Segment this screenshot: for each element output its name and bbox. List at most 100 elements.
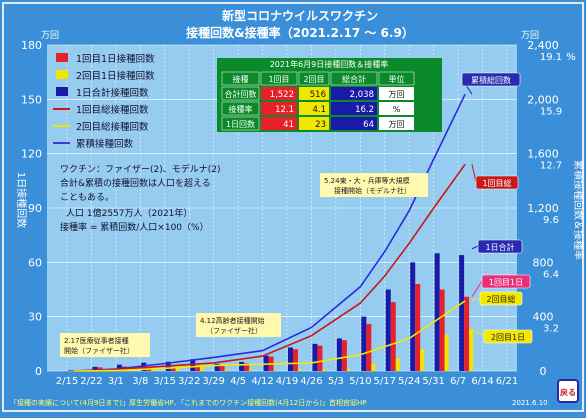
table-header-cell — [298, 71, 330, 86]
pct-tick-label: 9.6 — [543, 215, 559, 226]
bar-second-daily — [346, 369, 351, 371]
x-tick-label: 2/15 — [56, 376, 78, 387]
x-tick-label: 4/26 — [300, 376, 322, 387]
legend: 1回目1日接種回数 2回目1日接種回数 1日合計接種回数 1回目総接種回数 2回目総接種… — [53, 53, 155, 150]
table-row-label-cell — [221, 101, 260, 116]
bar-first-daily — [244, 363, 250, 371]
bar-second-daily — [322, 369, 327, 371]
legend-label: 2回目1日接種回数 — [76, 70, 155, 82]
bar-daily-total — [361, 316, 367, 371]
bar-first-daily — [170, 367, 176, 371]
table-header-label: 接種 — [233, 74, 249, 84]
bar-daily-total — [336, 338, 342, 371]
bar-daily-total — [92, 366, 98, 371]
line-end-labels: 累積総回数 1回目総 1日合計 1回目1日 2回目総 2回目1日 — [461, 72, 533, 344]
right-tick-label: 1,200 — [527, 202, 559, 215]
table-title: 2021年6月9日接種回数＆接種率 — [270, 59, 389, 69]
source-footer: 「接種の実績について(4月9日まで)」厚生労働省HP、「これまでのワクチン接種回… — [10, 398, 366, 407]
line-first-total — [73, 163, 466, 372]
table-unit: 万回 — [389, 120, 405, 129]
table-row-label: 接種率 — [229, 104, 253, 114]
table-value-cell — [331, 87, 377, 100]
bar-daily-total — [459, 255, 465, 371]
table-value-cell — [299, 117, 329, 130]
bar-daily-total — [385, 289, 391, 371]
x-tick-label: 3/22 — [178, 376, 200, 387]
x-tick-label: 3/1 — [108, 376, 124, 387]
table-header-label: 総合計 — [342, 74, 366, 84]
x-axis-ticks: 2/15 2/22 3/1 3/8 3/15 3/22 3/29 4/5 4/12 4/19 4/2… — [56, 376, 518, 387]
table-header-label: 2回目 — [303, 75, 324, 84]
table-value: 2,038 — [350, 90, 374, 100]
x-tick-label: 4/12 — [251, 376, 273, 387]
annotation-text: 2.17医療従事者接種 — [64, 336, 129, 345]
right-pct-ticks: 3.2 6.4 9.6 12.7 15.9 19.1 — [540, 52, 562, 335]
title-line2: 接種回数&接種率（2021.2.17 ～ 6.9） — [186, 25, 414, 40]
table-value-cell — [261, 87, 297, 100]
right-tick-label: 2,400 — [527, 39, 559, 52]
line-label-box — [479, 291, 523, 306]
line-label-text: 2回目総 — [486, 294, 515, 304]
right-tick-label: 800 — [533, 256, 554, 269]
bar-daily-total — [263, 355, 269, 371]
annotation-text: 4.12高齢者接種開始 — [200, 316, 265, 325]
table-value: 4.1 — [312, 105, 326, 115]
left-unit: 万回 — [41, 30, 59, 41]
bar-second-daily — [224, 369, 229, 371]
annotations: 2.17医療従事者接種 開始（ファイザー社） 4.12高齢者接種開始 （ファイザ… — [60, 173, 428, 357]
line-label-pointer — [471, 297, 481, 302]
right-tick-label: 1,600 — [527, 148, 559, 161]
left-tick-label: 150 — [21, 93, 42, 106]
x-tick-label: 2/22 — [80, 376, 102, 387]
annotation-text: （ファイザー社） — [206, 326, 262, 335]
annotation-text: 接種開始（モデルナ社） — [334, 186, 411, 195]
x-tick-label: 5/10 — [349, 376, 371, 387]
x-tick-label: 5/24 — [398, 376, 420, 387]
bar-first-daily — [341, 340, 347, 371]
annotation-box — [60, 333, 150, 357]
bar-second-daily — [273, 370, 278, 371]
back-button-label[interactable]: 戻る — [559, 387, 576, 397]
back-button-bg[interactable] — [557, 379, 579, 403]
table-value-cell — [331, 117, 377, 130]
bar-daily-total — [239, 361, 245, 371]
x-tick-label: 3/15 — [154, 376, 176, 387]
line-label-text: 1回目総 — [482, 178, 511, 188]
line-label-box — [475, 175, 519, 190]
note-line: ワクチン：ファイザー(2)、モデルナ(2) — [60, 163, 221, 175]
note-line: こともある。 — [60, 192, 114, 203]
table-value: 12.1 — [275, 105, 294, 115]
notes: ワクチン：ファイザー(2)、モデルナ(2) 合計&累積の接種回数は人口を超える … — [60, 163, 221, 233]
bar-daily-total — [410, 262, 416, 371]
pct-tick-label: 3.2 — [543, 324, 559, 335]
right-axis-label: 累積接種回数＆接種率 — [572, 160, 585, 260]
table-value: 1,522 — [270, 90, 294, 100]
table-value: 23 — [315, 120, 326, 130]
annotation-text: 開始（ファイザー社） — [64, 346, 134, 355]
bar-first-daily — [317, 345, 323, 371]
line-label-pointer — [471, 164, 477, 183]
table-value-cell — [331, 102, 377, 115]
table-value: 16.2 — [355, 105, 374, 115]
table-header-cell — [260, 71, 298, 86]
x-tick-label: 6/14 — [471, 376, 493, 387]
bar-second-daily — [420, 349, 425, 371]
pct-tick-label: 15.9 — [540, 106, 562, 117]
x-tick-label: 3/8 — [132, 376, 148, 387]
back-button[interactable]: 戻る — [557, 379, 579, 403]
right-tick-label: 400 — [533, 311, 554, 324]
table-header-cell — [330, 71, 378, 86]
line-label-pointer — [471, 280, 483, 298]
line-label-box — [477, 239, 523, 254]
bar-second-daily — [395, 358, 400, 371]
bar-first-daily — [219, 365, 225, 371]
table-unit: % — [393, 105, 401, 114]
line-label-text: 2回目1日 — [491, 333, 525, 342]
footer-date: 2021.6.10 — [512, 399, 548, 407]
left-tick-label: 90 — [28, 202, 42, 215]
table-unit-cell — [379, 102, 414, 115]
x-tick-label: 6/7 — [450, 376, 466, 387]
x-tick-label: 5/31 — [422, 376, 444, 387]
title-line1: 新型コロナウイルスワクチン — [222, 8, 378, 23]
